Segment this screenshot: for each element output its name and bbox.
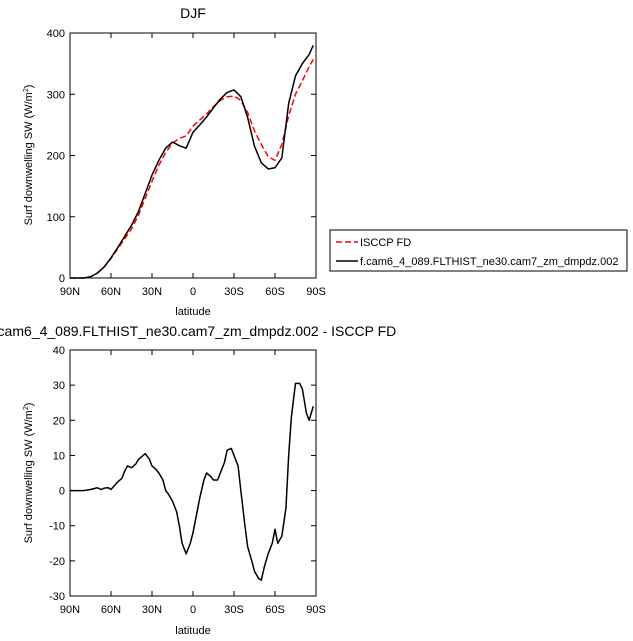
top-plot-frame	[69, 32, 317, 279]
top-y-tick-label: 200	[47, 151, 65, 163]
isccp-fd-series-line	[70, 58, 314, 279]
bot-y-tick-label: -30	[49, 591, 65, 603]
top-x-tick-label: 0	[190, 286, 196, 298]
top-y-tick-label: 100	[47, 212, 65, 224]
bot-y-tick-label: 40	[53, 345, 65, 357]
bot-y-tick-label: 30	[53, 380, 65, 392]
top-y-tick-label: 0	[59, 273, 65, 285]
legend-entry-model: f.cam6_4_089.FLTHIST_ne30.cam7_zm_dmpdz.…	[360, 256, 618, 268]
legend: ISCCP FD f.cam6_4_089.FLTHIST_ne30.cam7_…	[329, 229, 628, 272]
bottom-x-axis-ticks: 90N 60N 30N 0 30S 60S 90S	[60, 350, 326, 616]
bot-y-tick-label: -20	[49, 556, 65, 568]
bottom-x-axis-label: latitude	[175, 625, 210, 637]
bot-x-tick-label: 90N	[60, 604, 80, 616]
bot-x-tick-label: 30S	[224, 604, 244, 616]
legend-box	[329, 229, 628, 272]
bot-y-tick-label: -10	[49, 521, 65, 533]
bot-x-tick-label: 60N	[101, 604, 121, 616]
bot-x-tick-label: 30N	[142, 604, 162, 616]
top-x-tick-label: 90N	[60, 286, 80, 298]
bottom-y-axis-ticks: -30 -20 -10 0 10 20 30 40	[49, 345, 316, 603]
bot-x-tick-label: 0	[190, 604, 196, 616]
top-x-tick-label: 30N	[142, 286, 162, 298]
top-panel: DJF 0 100 200 300 400 90N 60N 30N 0 30S 60S 90S la…	[23, 5, 628, 318]
bottom-panel: f.cam6_4_089.FLTHIST_ne30.cam7_zm_dmpdz.…	[0, 323, 396, 637]
top-x-tick-label: 90S	[306, 286, 326, 298]
bot-x-tick-label: 90S	[306, 604, 326, 616]
bottom-plot-frame	[69, 349, 317, 597]
top-y-tick-label: 300	[47, 89, 65, 101]
top-x-tick-label: 30S	[224, 286, 244, 298]
top-y-axis-label: Surf downwelling SW (W/m2)	[23, 85, 35, 226]
top-x-tick-label: 60N	[101, 286, 121, 298]
top-y-tick-label: 400	[47, 28, 65, 40]
bot-y-tick-label: 10	[53, 450, 65, 462]
top-x-tick-label: 60S	[265, 286, 285, 298]
top-chart-title: DJF	[180, 5, 206, 21]
difference-series-line	[70, 382, 314, 581]
top-x-axis-ticks: 90N 60N 30N 0 30S 60S 90S	[60, 33, 326, 298]
bottom-chart-title: f.cam6_4_089.FLTHIST_ne30.cam7_zm_dmpdz.…	[0, 323, 396, 339]
top-x-axis-label: latitude	[175, 306, 210, 318]
model-series-line	[70, 44, 314, 279]
bot-y-tick-label: 20	[53, 415, 65, 427]
top-series-group	[70, 44, 314, 279]
bottom-series-group	[70, 382, 314, 581]
bottom-y-axis-label: Surf downwelling SW (W/m2)	[23, 403, 35, 544]
bot-x-tick-label: 60S	[265, 604, 285, 616]
bot-y-tick-label: 0	[59, 486, 65, 498]
legend-entry-isccp: ISCCP FD	[360, 237, 411, 249]
top-y-axis-ticks: 0 100 200 300 400	[47, 28, 316, 285]
